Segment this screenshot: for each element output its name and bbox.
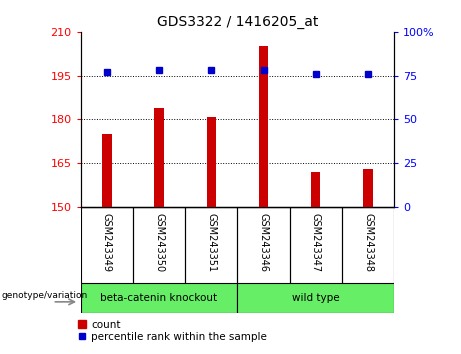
Bar bbox=[81, 207, 133, 283]
Text: GSM243351: GSM243351 bbox=[206, 213, 216, 272]
Text: GSM243348: GSM243348 bbox=[363, 213, 373, 272]
Bar bbox=[133, 207, 185, 283]
Bar bbox=[185, 207, 237, 283]
Text: GSM243347: GSM243347 bbox=[311, 213, 321, 272]
Title: GDS3322 / 1416205_at: GDS3322 / 1416205_at bbox=[157, 16, 318, 29]
Bar bbox=[81, 283, 237, 313]
Legend: count, percentile rank within the sample: count, percentile rank within the sample bbox=[77, 319, 268, 343]
Bar bbox=[237, 207, 290, 283]
Bar bbox=[259, 46, 268, 207]
Bar bbox=[207, 116, 216, 207]
Bar bbox=[363, 169, 373, 207]
Text: beta-catenin knockout: beta-catenin knockout bbox=[100, 293, 218, 303]
Bar bbox=[154, 108, 164, 207]
Bar bbox=[342, 207, 394, 283]
Text: wild type: wild type bbox=[292, 293, 340, 303]
Text: genotype/variation: genotype/variation bbox=[1, 291, 88, 300]
Text: GSM243346: GSM243346 bbox=[259, 213, 269, 272]
Text: GSM243350: GSM243350 bbox=[154, 213, 164, 272]
Bar bbox=[237, 283, 394, 313]
Bar bbox=[290, 207, 342, 283]
Bar bbox=[102, 134, 112, 207]
Text: GSM243349: GSM243349 bbox=[102, 213, 112, 272]
Bar bbox=[311, 172, 320, 207]
